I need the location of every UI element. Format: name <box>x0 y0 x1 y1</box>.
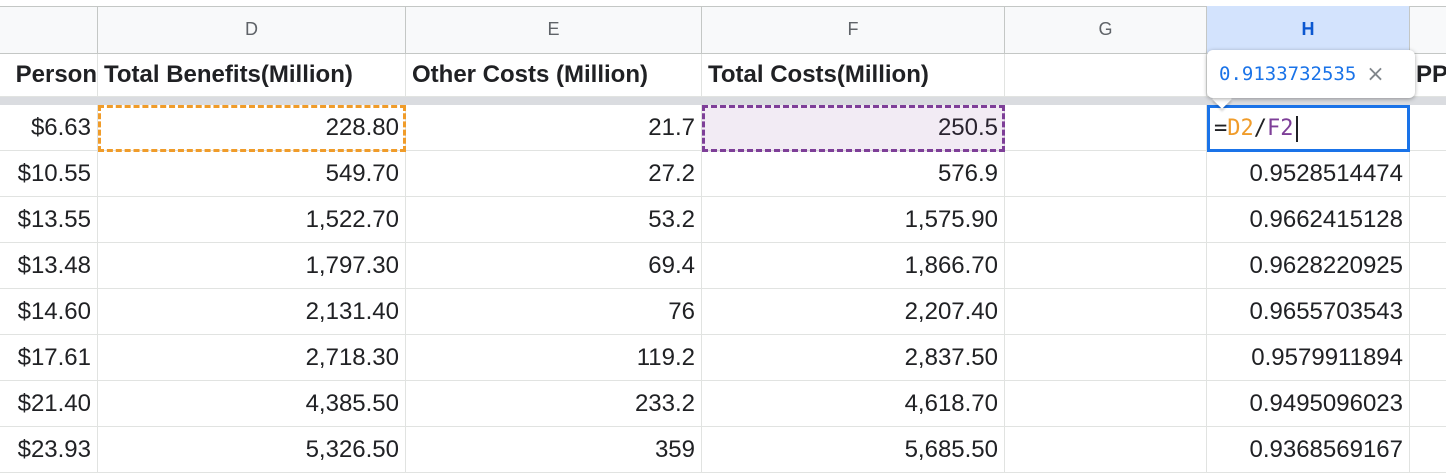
table-cell[interactable]: 233.2 <box>406 381 702 427</box>
table-cell[interactable] <box>1005 381 1207 427</box>
formula-token: F2 <box>1267 116 1294 141</box>
column-header-bar <box>0 6 1446 54</box>
close-icon[interactable]: × <box>1366 61 1385 87</box>
cell-editor-input[interactable]: = D2/F2 <box>1207 105 1410 152</box>
table-cell[interactable]: 2,131.40 <box>98 289 406 335</box>
table-cell[interactable]: $6.63 <box>0 105 98 151</box>
frozen-row-divider[interactable] <box>0 97 1446 105</box>
column-header[interactable] <box>0 6 98 54</box>
table-cell[interactable] <box>1410 427 1446 473</box>
table-cell[interactable]: 119.2 <box>406 335 702 381</box>
table-cell[interactable] <box>1410 151 1446 197</box>
table-cell[interactable] <box>1005 197 1207 243</box>
table-cell[interactable] <box>1005 243 1207 289</box>
table-cell[interactable]: 576.9 <box>702 151 1005 197</box>
table-cell[interactable] <box>1410 243 1446 289</box>
table-cell[interactable]: 1,866.70 <box>702 243 1005 289</box>
table-cell[interactable] <box>1005 151 1207 197</box>
table-cell[interactable]: 5,685.50 <box>702 427 1005 473</box>
formula-result-value: 0.9133732535 <box>1219 63 1357 85</box>
table-cell[interactable]: $13.48 <box>0 243 98 289</box>
table-cell[interactable]: 0.9368569167 <box>1207 427 1410 473</box>
table-cell[interactable]: $21.40 <box>0 381 98 427</box>
table-cell[interactable]: 76 <box>406 289 702 335</box>
table-cell[interactable]: $14.60 <box>0 289 98 335</box>
table-cell[interactable] <box>1410 335 1446 381</box>
formula-token: / <box>1253 116 1267 141</box>
table-cell[interactable] <box>1005 105 1207 151</box>
column-header[interactable]: F <box>702 6 1005 54</box>
table-cell[interactable]: 2,837.50 <box>702 335 1005 381</box>
table-cell[interactable]: 1,522.70 <box>98 197 406 243</box>
header-cell[interactable]: Person <box>0 54 98 97</box>
text-caret <box>1295 115 1298 142</box>
header-cell[interactable]: Total Benefits(Million) <box>98 54 406 97</box>
table-cell[interactable] <box>1005 289 1207 335</box>
table-cell[interactable]: 27.2 <box>406 151 702 197</box>
column-header[interactable]: E <box>406 6 702 54</box>
table-cell[interactable]: 0.9495096023 <box>1207 381 1410 427</box>
table-cell[interactable] <box>1410 197 1446 243</box>
column-header[interactable]: H <box>1207 6 1410 54</box>
table-cell[interactable]: 0.9655703543 <box>1207 289 1410 335</box>
table-cell[interactable] <box>1410 381 1446 427</box>
table-cell[interactable]: $13.55 <box>0 197 98 243</box>
table-cell[interactable]: 1,575.90 <box>702 197 1005 243</box>
table-cell[interactable]: 4,618.70 <box>702 381 1005 427</box>
table-cell[interactable]: 2,718.30 <box>98 335 406 381</box>
header-cell[interactable]: Total Costs(Million) <box>702 54 1005 97</box>
table-cell[interactable] <box>1410 105 1446 151</box>
table-cell[interactable]: 549.70 <box>98 151 406 197</box>
table-cell[interactable]: 0.9528514474 <box>1207 151 1410 197</box>
table-cell[interactable]: 4,385.50 <box>98 381 406 427</box>
table-cell[interactable]: 21.7 <box>406 105 702 151</box>
column-header[interactable]: D <box>98 6 406 54</box>
table-cell[interactable]: $10.55 <box>0 151 98 197</box>
table-cell[interactable]: 0.9628220925 <box>1207 243 1410 289</box>
table-cell[interactable] <box>1005 427 1207 473</box>
column-header[interactable] <box>1410 6 1446 54</box>
table-cell[interactable]: 5,326.50 <box>98 427 406 473</box>
table-cell[interactable]: 359 <box>406 427 702 473</box>
formula-reference-d2 <box>98 105 406 152</box>
table-cell[interactable]: 0.9662415128 <box>1207 197 1410 243</box>
formula-token: D2 <box>1227 116 1254 141</box>
header-cell[interactable]: Other Costs (Million) <box>406 54 702 97</box>
table-cell[interactable]: $17.61 <box>0 335 98 381</box>
formula-reference-f2 <box>702 105 1005 152</box>
table-cell[interactable]: 2,207.40 <box>702 289 1005 335</box>
table-cell[interactable]: 53.2 <box>406 197 702 243</box>
table-cell[interactable]: 69.4 <box>406 243 702 289</box>
formula-result-tooltip: 0.9133732535 × <box>1207 50 1415 98</box>
table-cell[interactable] <box>1005 335 1207 381</box>
formula-token: = <box>1214 116 1228 141</box>
table-cell[interactable]: 1,797.30 <box>98 243 406 289</box>
table-cell[interactable]: $23.93 <box>0 427 98 473</box>
header-cell[interactable]: PP <box>1410 54 1446 97</box>
table-cell[interactable]: 0.9579911894 <box>1207 335 1410 381</box>
header-cell[interactable] <box>1005 54 1207 97</box>
column-header[interactable]: G <box>1005 6 1207 54</box>
table-cell[interactable] <box>1410 289 1446 335</box>
